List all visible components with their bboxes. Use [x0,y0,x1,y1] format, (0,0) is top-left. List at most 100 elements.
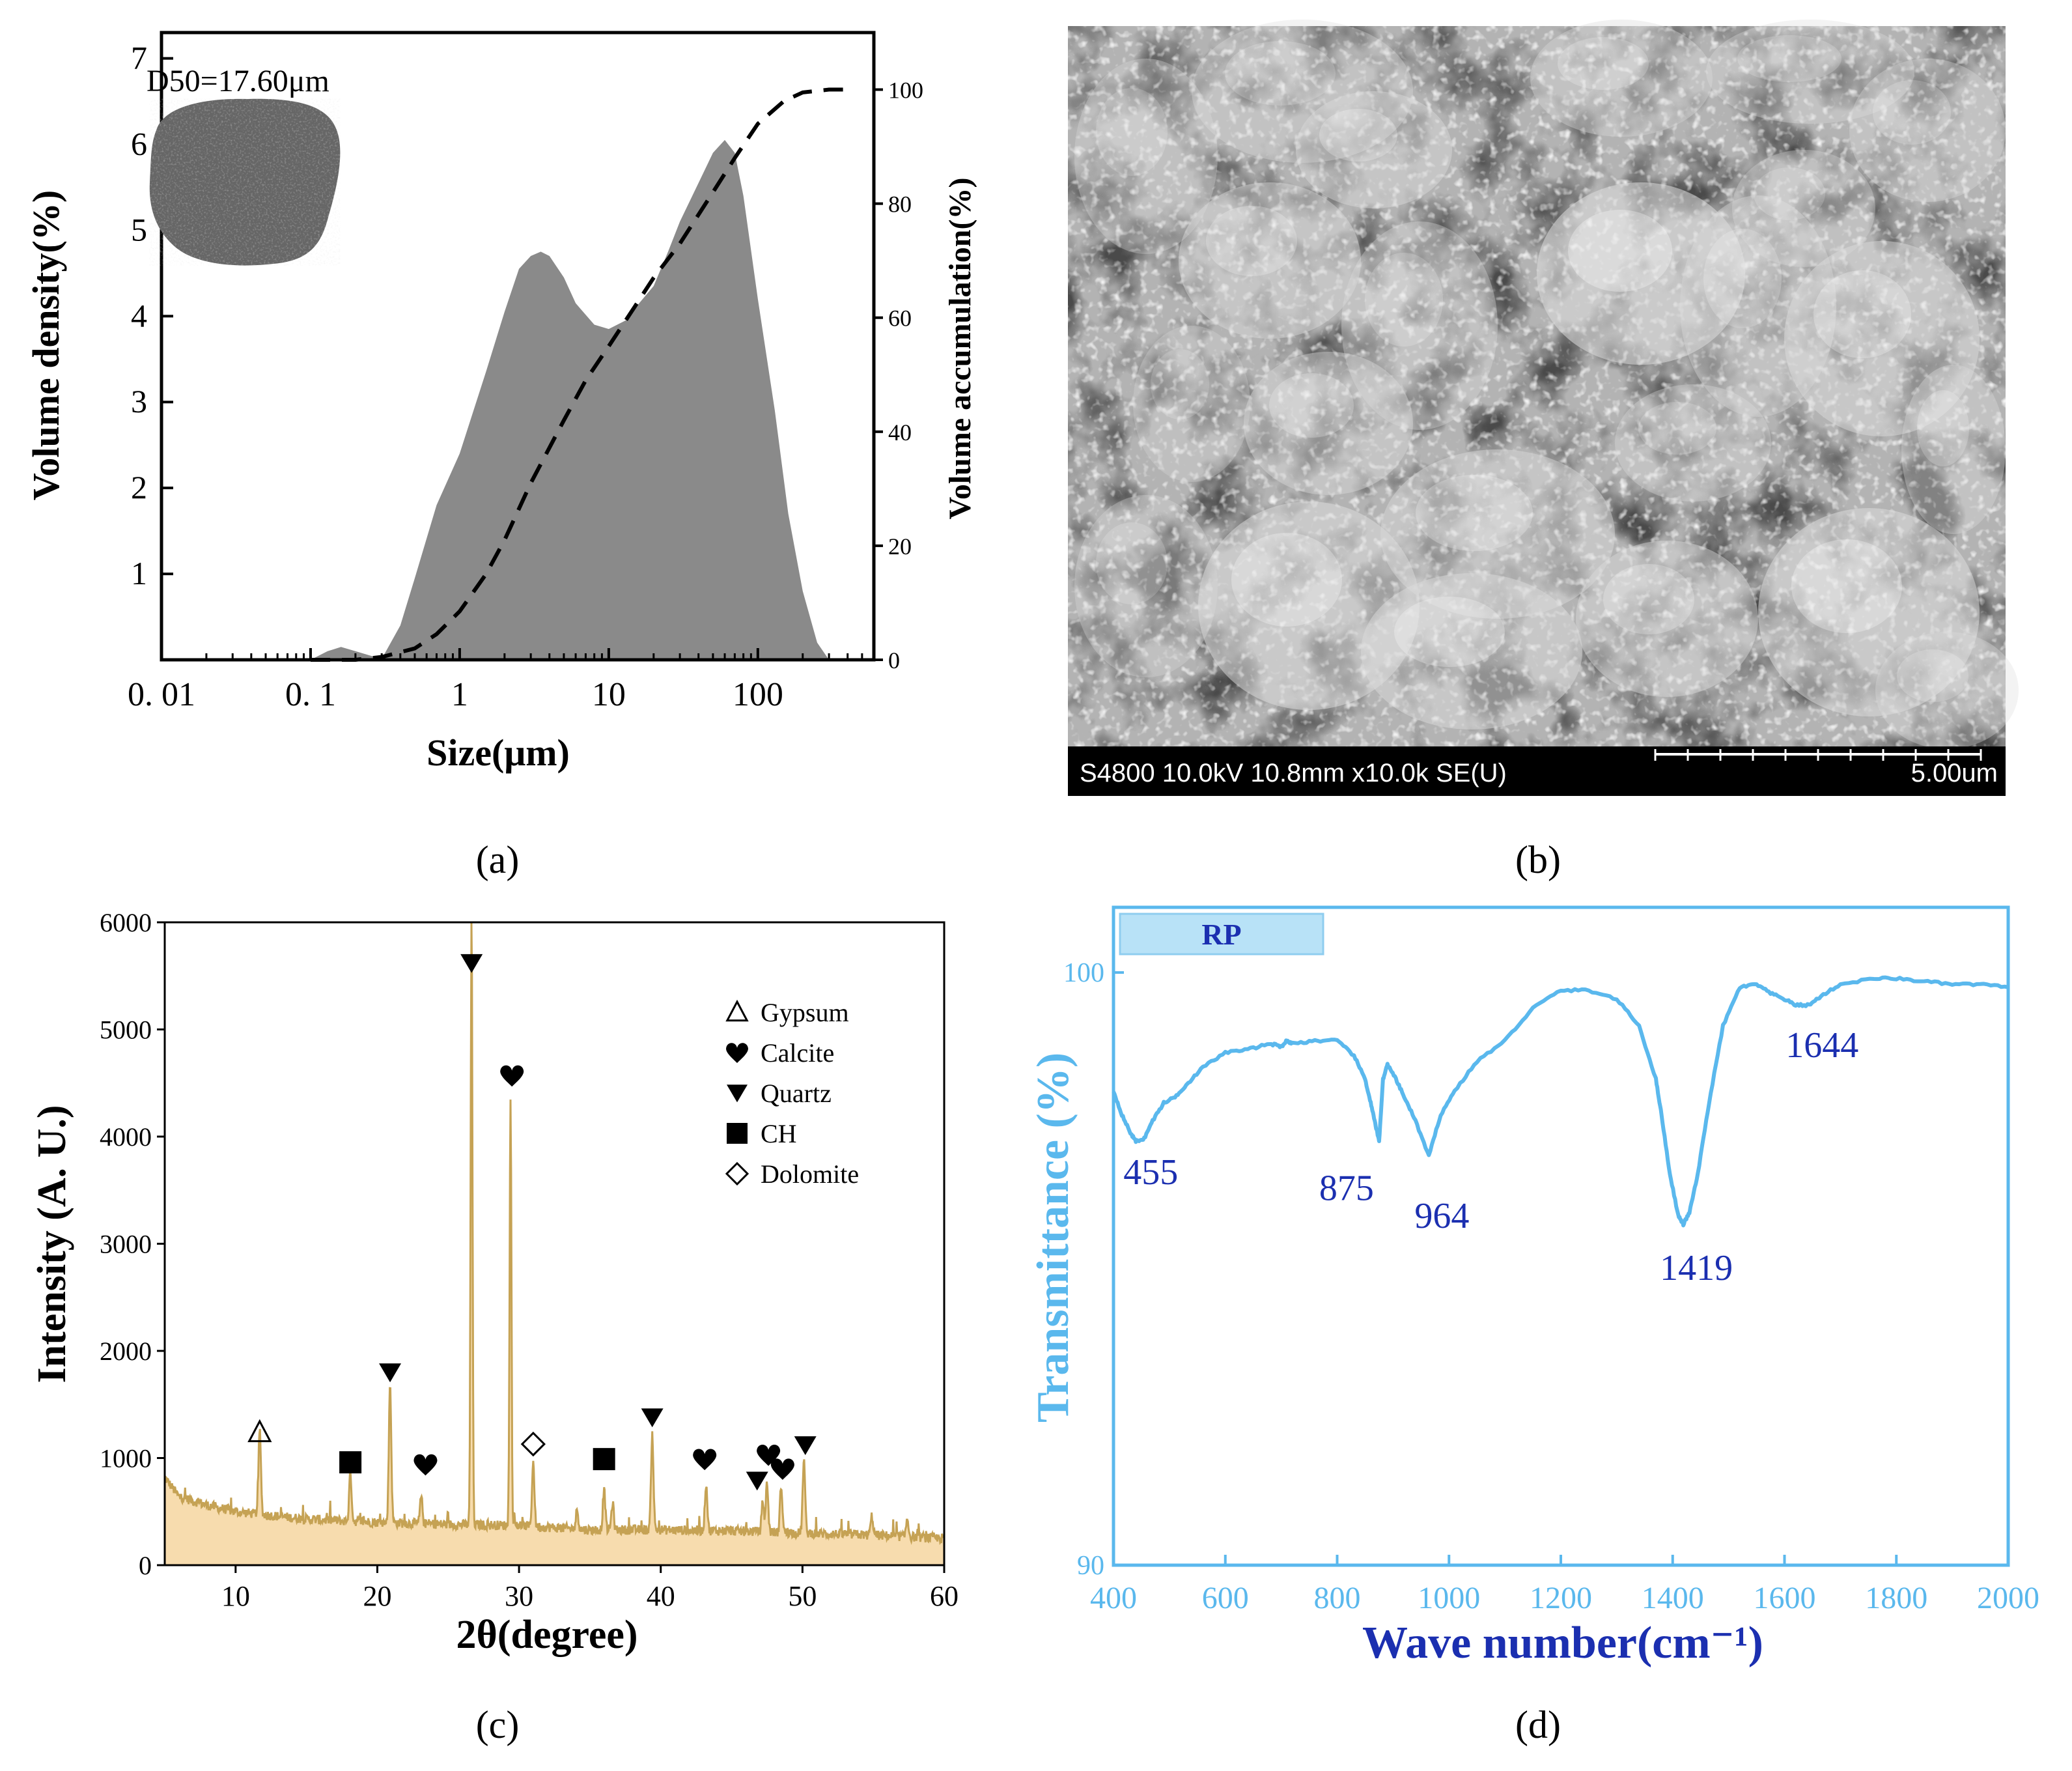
peak-label: 1419 [1660,1248,1733,1288]
marker-quartz [794,1436,817,1456]
sem-particle-highlight [1206,206,1297,276]
x-tick-label: 1400 [1642,1581,1704,1615]
sem-particle-highlight [1151,349,1209,419]
sem-particle-highlight [1269,373,1354,438]
sem-particle-highlight [1558,37,1649,90]
sem-particle-highlight [1703,229,1782,328]
phase-legend: Gypsum Calcite Quartz CH Dolomite [725,998,859,1189]
x-tick-layer: 0. 01 0. 1 1 10 100 [128,648,863,713]
sem-particle [1074,495,1218,677]
panel-label-c: (c) [476,1703,520,1746]
sem-info-text: S4800 10.0kV 10.8mm x10.0k SE(U) [1080,759,1507,787]
marker-calcite [757,1444,781,1466]
y-axis-label: Transmittance (%) [1028,1053,1078,1423]
sem-particle [1732,150,1875,267]
sem-particle [1758,508,1980,716]
sem-particle [1530,20,1713,137]
phase-marker-layer [247,954,817,1491]
panel-b-sem-image: S4800 10.0kV 10.8mm x10.0k SE(U) 5.00um [1068,20,2019,796]
panel-label-b: (b) [1515,838,1561,881]
y2-tick-label: 60 [888,305,912,332]
y2-tick-label: 100 [888,78,923,104]
x-tick-label: 1600 [1754,1581,1816,1615]
sem-particle [1875,632,2019,749]
x-tick-label: 600 [1202,1581,1249,1615]
marker-ch [593,1448,615,1471]
sem-scale-bar [1654,749,1982,761]
sem-particle-highlight [1873,80,1951,145]
sem-particle-highlight [1096,88,1168,176]
sem-particle-highlight [1365,253,1443,347]
y-tick-label: 4000 [100,1122,152,1152]
y2-axis-label: Volume accumulation(%) [943,178,977,520]
panel-c-xrd-chart: 10 20 30 40 50 60 0 1000 2000 3000 4000 5000 6000 Gy… [30,908,959,1657]
x-tick-label: 0. 1 [285,676,336,713]
marker-ch [727,1123,748,1144]
x-tick-label: 1000 [1418,1581,1480,1615]
x-tick-label: 30 [505,1580,533,1612]
x-tick-label: 800 [1314,1581,1361,1615]
y2-tick-label: 20 [888,533,912,560]
legend-entry-label: CH [761,1119,797,1148]
sem-particle-highlight [1897,649,1968,702]
y-tick-label: 3 [131,383,147,419]
x-tick-label: 400 [1090,1581,1137,1615]
sem-particle-highlight [1319,109,1397,162]
tick-layer: 10 20 30 40 50 60 0 1000 2000 3000 4000 5000 6000 [100,908,959,1612]
y-tick-label: 100 [1063,958,1104,988]
plot-frame [160,31,876,662]
sem-particle [1706,20,1914,124]
marker-quartz [727,1084,748,1103]
y-tick-label: 7 [131,40,147,76]
marker-dolomite [725,1161,749,1186]
x-tick-label: 1 [451,676,468,713]
sem-particle-highlight [1638,402,1716,455]
sem-particle-highlight [1096,522,1168,604]
marker-quartz [379,1363,402,1383]
sem-particle [1341,221,1498,430]
legend-label: RP [1201,918,1241,951]
marker-calcite [770,1458,794,1480]
panel-a-psd-chart: 0. 01 0. 1 1 10 100 1 2 3 4 5 6 7 0 20 40 60 80 100 D50… [25,31,977,774]
sem-scale-text: 5.00um [1911,759,1998,787]
y2-tick-layer: 0 20 40 60 80 100 [874,78,923,673]
y-tick-label: 6000 [100,908,152,937]
sem-particle [1380,449,1615,619]
sem-particle-highlight [1568,210,1672,292]
x-tick-label: 2000 [1977,1581,2039,1615]
marker-gypsum [725,999,749,1022]
y-tick-label: 90 [1077,1551,1104,1581]
sem-particle [1680,195,1836,417]
sem-particle-highlight [1737,35,1841,82]
legend-entry-label: Gypsum [761,998,849,1027]
x-tick-label: 1200 [1530,1581,1592,1615]
marker-gypsum [247,1419,272,1443]
x-tick-label: 20 [363,1580,391,1612]
sem-particle [1576,541,1758,697]
peak-label-layer: 455 875 964 1419 1644 [1123,1025,1858,1288]
powder-thumbnail [149,98,341,266]
x-tick-label: 0. 01 [128,676,195,713]
legend-entry-label: Dolomite [761,1159,859,1189]
marker-calcite [500,1065,524,1087]
x-axis-label: 2θ(degree) [456,1613,637,1657]
panel-d-ftir-chart: RP 400 600 800 1000 1200 1400 1600 1800 2000 90 10… [1028,905,2039,1668]
x-axis-label: Wave number(cm⁻¹) [1362,1618,1763,1668]
d50-annotation: D50=17.60μm [147,64,329,98]
marker-calcite [693,1449,717,1471]
sem-particle-highlight [1813,270,1911,358]
y-axis-label: Volume density(%) [25,190,67,500]
sem-particles [1074,20,2019,749]
y-tick-label: 1 [131,555,147,591]
marker-quartz [460,954,483,973]
marker-calcite [413,1454,438,1476]
y-tick-label: 5000 [100,1015,152,1045]
y2-tick-label: 0 [888,647,900,673]
accumulation-layer [310,87,848,662]
y-tick-label: 4 [131,297,147,333]
marker-calcite [726,1043,748,1063]
sem-particle [1133,326,1250,482]
density-area [310,139,830,660]
x-axis-label: Size(μm) [427,731,570,774]
